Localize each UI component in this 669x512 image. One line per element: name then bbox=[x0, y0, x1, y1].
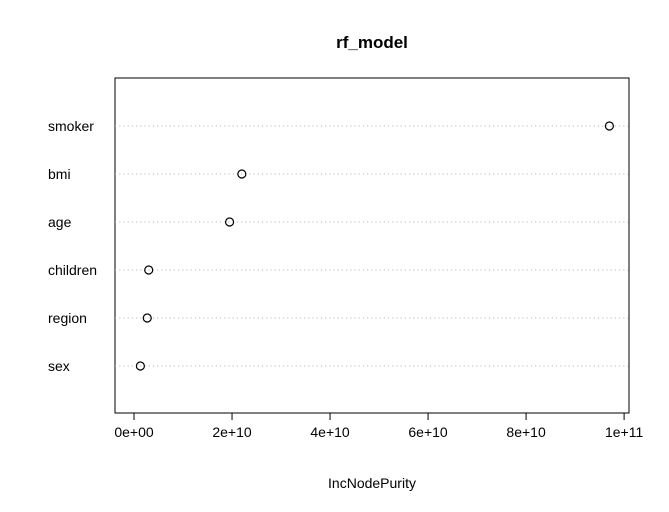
x-tick-label-3: 6e+10 bbox=[408, 424, 448, 440]
row-label-children: children bbox=[48, 262, 97, 278]
row-label-bmi: bmi bbox=[48, 166, 71, 182]
x-tick-label-5: 1e+11 bbox=[605, 424, 643, 440]
x-tick-label-1: 2e+10 bbox=[212, 424, 252, 440]
chart-title: rf_model bbox=[336, 33, 408, 52]
plot-frame bbox=[114, 77, 630, 414]
point-children bbox=[144, 265, 154, 275]
row-label-region: region bbox=[48, 310, 87, 326]
point-region bbox=[142, 313, 152, 323]
point-age bbox=[224, 217, 235, 227]
point-smoker bbox=[604, 121, 614, 131]
row-label-sex: sex bbox=[48, 358, 70, 374]
x-tick-label-0: 0e+00 bbox=[114, 424, 154, 440]
point-sex bbox=[135, 361, 145, 371]
row-label-age: age bbox=[48, 214, 72, 230]
x-tick-label-2: 4e+10 bbox=[310, 424, 350, 440]
row-label-smoker: smoker bbox=[48, 118, 94, 134]
x-axis: 0e+00 2e+10 4e+10 6e+10 8e+10 1e+11 bbox=[114, 412, 643, 440]
rows: smoker bmi age children region sex bbox=[48, 118, 629, 374]
x-tick-label-4: 8e+10 bbox=[506, 424, 546, 440]
x-axis-label: IncNodePurity bbox=[328, 475, 416, 491]
point-bmi bbox=[237, 169, 247, 179]
